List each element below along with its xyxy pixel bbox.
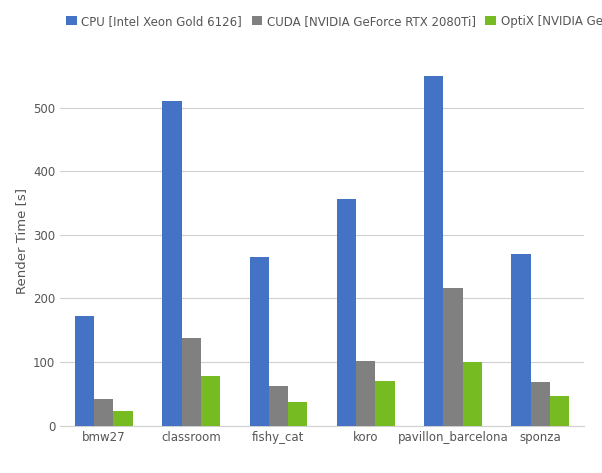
Bar xyxy=(550,396,569,426)
Bar xyxy=(512,254,531,426)
Bar xyxy=(424,77,444,426)
Bar xyxy=(182,338,200,426)
Bar xyxy=(269,385,288,426)
Bar xyxy=(462,362,482,426)
Bar xyxy=(288,402,307,426)
Bar xyxy=(375,381,394,426)
Bar xyxy=(531,383,550,426)
Bar xyxy=(163,101,182,426)
Legend: CPU [Intel Xeon Gold 6126], CUDA [NVIDIA GeForce RTX 2080Ti], OptiX [NVIDIA GeFo: CPU [Intel Xeon Gold 6126], CUDA [NVIDIA… xyxy=(66,15,602,28)
Y-axis label: Render Time [s]: Render Time [s] xyxy=(14,188,28,294)
Bar xyxy=(200,376,220,426)
Bar xyxy=(444,289,462,426)
Bar xyxy=(75,315,95,426)
Bar xyxy=(356,361,375,426)
Bar xyxy=(113,411,132,426)
Bar xyxy=(250,257,269,426)
Bar xyxy=(337,199,356,426)
Bar xyxy=(95,399,113,426)
